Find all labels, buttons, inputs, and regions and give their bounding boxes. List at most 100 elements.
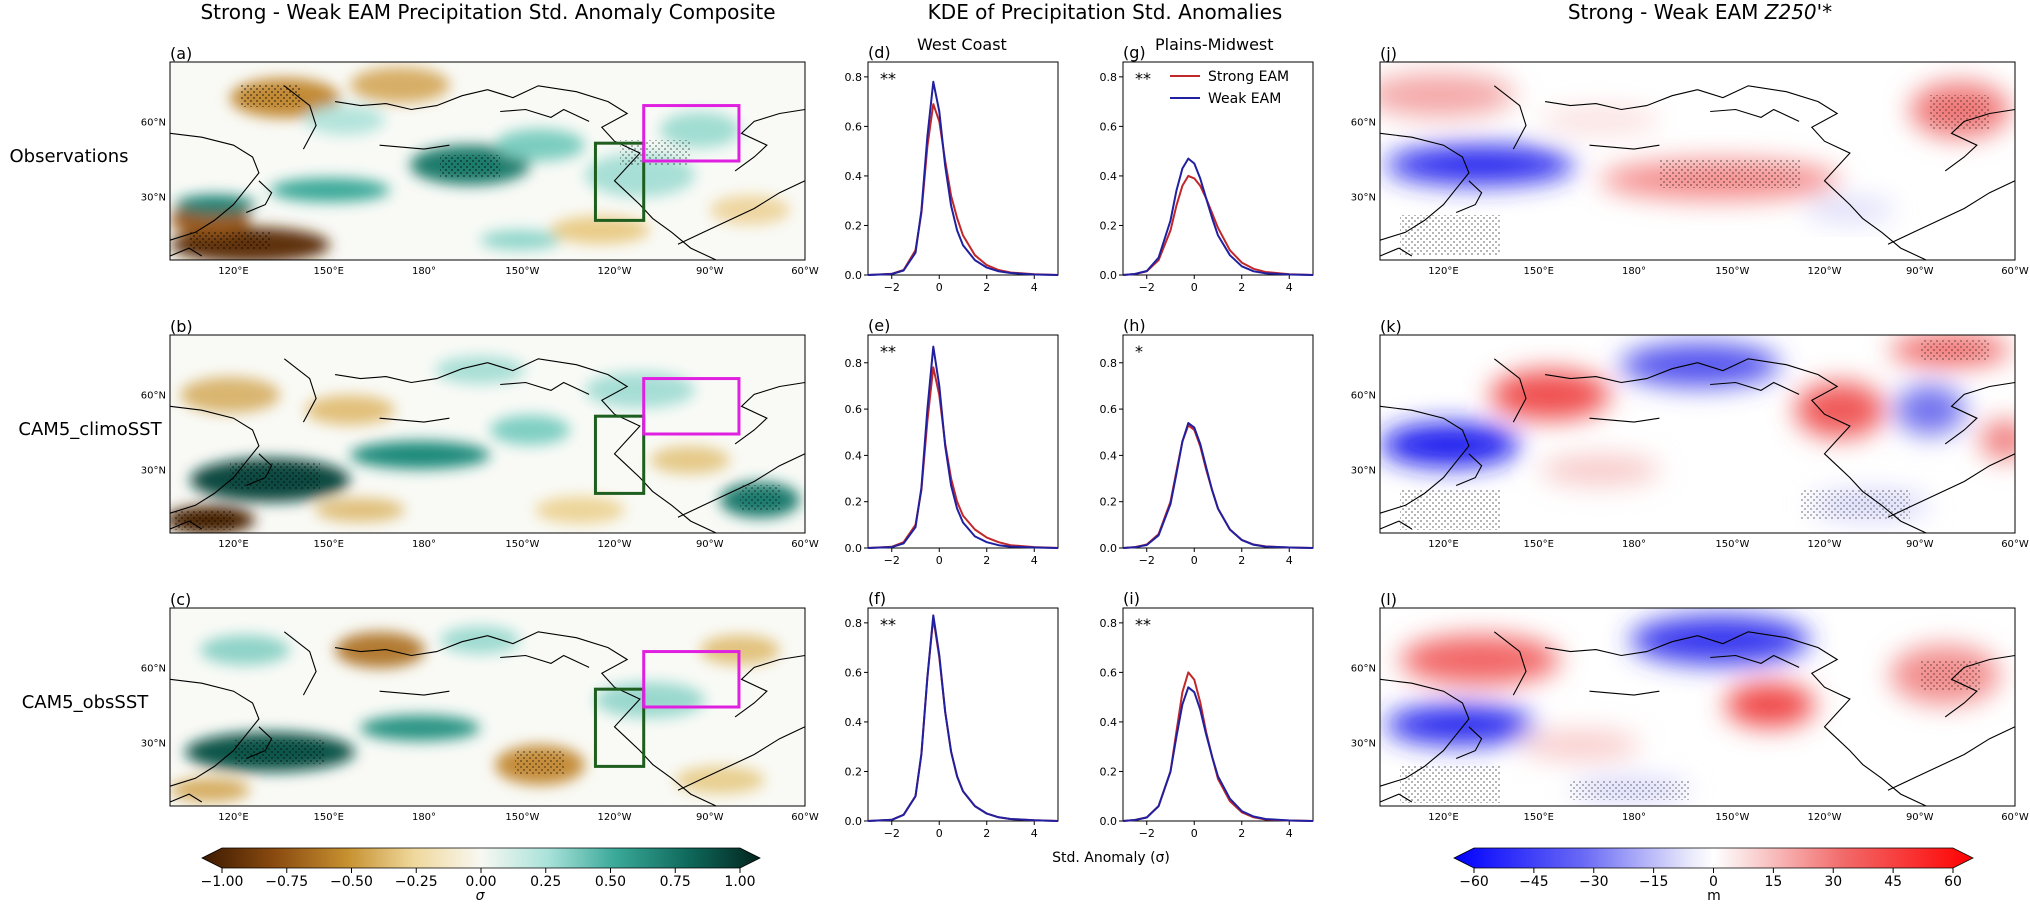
coastline-j-1 <box>1710 108 1800 122</box>
precip-map-observations: (a) <box>169 44 806 261</box>
coastline-j-0 <box>1697 85 1927 261</box>
panel-label-f: (f) <box>868 589 886 608</box>
precip-colorbar: −1.00 −0.75 −0.50 −0.25 0.00 0.25 0.50 0.75 1.00… <box>201 847 761 904</box>
legend-label-strong: Strong EAM <box>1208 69 1289 85</box>
kde-xtick-label-g-0: −2 <box>1139 281 1155 294</box>
precip-map-cam5-climosst: (b) <box>169 317 806 534</box>
kde-xtick-label-d-0: −2 <box>884 281 900 294</box>
coastline-c-1 <box>500 654 590 668</box>
lat-tick-a-0: 60°N <box>141 117 166 128</box>
precip-colorbar-tick-label-0: −1.00 <box>201 874 244 890</box>
lon-tick-b-3: 150°W <box>505 539 539 550</box>
kde-ytick-label-h-2: 0.4 <box>1100 449 1118 462</box>
kde-xtick-label-h-0: −2 <box>1139 554 1155 567</box>
kde-xtick-label-f-0: −2 <box>884 827 900 840</box>
kde-xtick-label-g-3: 4 <box>1286 281 1293 294</box>
kde-subtitle-plains-midwest: Plains-Midwest <box>1155 35 1274 54</box>
coastline-b-2 <box>677 453 806 518</box>
coastline-k-2 <box>1887 453 2016 518</box>
precip-colorbar-tick-label-5: 0.25 <box>530 874 561 890</box>
kde-ytick-label-h-0: 0.0 <box>1100 542 1118 555</box>
kde-frame-f <box>867 607 1059 822</box>
kde-ytick-label-f-0: 0.0 <box>845 815 863 828</box>
kde-ytick-label-e-4: 0.8 <box>845 357 863 370</box>
kde-xtick-label-d-1: 0 <box>936 281 943 294</box>
legend-label-weak: Weak EAM <box>1208 91 1281 107</box>
coastline-l-0 <box>1697 631 1927 807</box>
coastline-k-3 <box>1944 381 2016 445</box>
coastline-a-3 <box>734 108 806 172</box>
coastline-c-7 <box>169 793 203 803</box>
coastline-k-1 <box>1710 381 1800 395</box>
kde-ytick-label-e-3: 0.6 <box>845 403 863 416</box>
lat-tick-b-1: 30°N <box>141 466 166 477</box>
kde-ytick-label-i-0: 0.0 <box>1100 815 1118 828</box>
kde-xtick-label-i-2: 2 <box>1238 827 1245 840</box>
precip-colorbar-ticks: −1.00 −0.75 −0.50 −0.25 0.00 0.25 0.50 0.75 1.00 <box>201 868 756 890</box>
kde-xtick-label-d-3: 4 <box>1031 281 1038 294</box>
kde-ytick-label-g-0: 0.0 <box>1100 269 1118 282</box>
panel-label-a: (a) <box>170 44 192 63</box>
significance-marker-g: ** <box>1135 69 1151 88</box>
coastline-b-6 <box>245 453 273 487</box>
kde-xtick-label-i-0: −2 <box>1139 827 1155 840</box>
lon-tick-j-0: 120°E <box>1428 266 1458 277</box>
panel-label-e: (e) <box>868 316 890 335</box>
kde-ytick-label-g-2: 0.4 <box>1100 170 1118 183</box>
precip-colorbar-tick-label-8: 1.00 <box>724 874 755 890</box>
lon-tick-l-1: 150°E <box>1524 812 1554 823</box>
kde-ytick-label-d-2: 0.4 <box>845 170 863 183</box>
panel-label-c: (c) <box>170 590 191 609</box>
coastline-l-3 <box>1944 654 2016 718</box>
panel-label-l: (l) <box>1380 590 1397 609</box>
kde-ytick-label-i-4: 0.8 <box>1100 617 1118 630</box>
lon-tick-a-3: 150°W <box>505 266 539 277</box>
coastline-a-9 <box>379 144 450 150</box>
kde-ytick-label-e-2: 0.4 <box>845 449 863 462</box>
lon-tick-a-1: 150°E <box>314 266 344 277</box>
lon-tick-j-3: 150°W <box>1715 266 1749 277</box>
coastline-c-2 <box>677 726 806 791</box>
kde-ytick-label-d-1: 0.2 <box>845 219 863 232</box>
lon-tick-k-0: 120°E <box>1428 539 1458 550</box>
kde-line-g-strong <box>1122 174 1314 276</box>
panel-label-j: (j) <box>1380 44 1397 63</box>
lon-tick-b-0: 120°E <box>218 539 248 550</box>
kde-ytick-label-f-1: 0.2 <box>845 765 863 778</box>
kde-ytick-label-g-3: 0.6 <box>1100 120 1118 133</box>
kde-ytick-label-e-1: 0.2 <box>845 496 863 509</box>
coastline-l-6 <box>1455 726 1483 760</box>
lat-tick-k-0: 60°N <box>1351 390 1376 401</box>
kde-ytick-label-f-3: 0.6 <box>845 666 863 679</box>
row-label-cam5-obssst: CAM5_obsSST <box>22 692 150 713</box>
kde-ytick-label-f-4: 0.8 <box>845 617 863 630</box>
kde-xtick-label-e-1: 0 <box>936 554 943 567</box>
kde-xtick-label-f-3: 4 <box>1031 827 1038 840</box>
z250-colorbar-tick-label-3: −15 <box>1639 874 1669 890</box>
coastline-k-6 <box>1455 453 1483 487</box>
kde-xtick-label-e-2: 2 <box>983 554 990 567</box>
significance-marker-e: ** <box>880 342 896 361</box>
lon-tick-l-3: 150°W <box>1715 812 1749 823</box>
kde-subtitle-west-coast: West Coast <box>917 35 1007 54</box>
lon-tick-a-4: 120°W <box>598 266 632 277</box>
right-column-title: Strong - Weak EAM Z250'* <box>1568 0 1832 24</box>
west-coast-box-b <box>593 414 646 495</box>
coastline-l-2 <box>1887 726 2016 791</box>
lon-tick-j-4: 120°W <box>1808 266 1842 277</box>
z250-map-cam5-climosst: (k) <box>1379 317 2016 534</box>
coastline-b-9 <box>379 417 450 423</box>
lon-tick-a-6: 60°W <box>791 266 819 277</box>
coastline-k-0 <box>1697 358 1927 534</box>
z250-colorbar-tick-label-1: −45 <box>1519 874 1549 890</box>
kde-line-g-weak <box>1122 157 1314 276</box>
coastline-k-9 <box>1589 417 1660 423</box>
coastline-a-7 <box>169 247 203 257</box>
panel-label-i: (i) <box>1123 589 1140 608</box>
lon-tick-c-1: 150°E <box>314 812 344 823</box>
plains-midwest-box-a <box>642 104 741 163</box>
coastline-j-7 <box>1379 247 1413 257</box>
z250-colorbar: −60 −45 −30 −15 0 15 30 45 60 m <box>1453 847 1974 904</box>
kde-ytick-label-h-4: 0.8 <box>1100 357 1118 370</box>
kde-frame-g <box>1122 61 1314 276</box>
